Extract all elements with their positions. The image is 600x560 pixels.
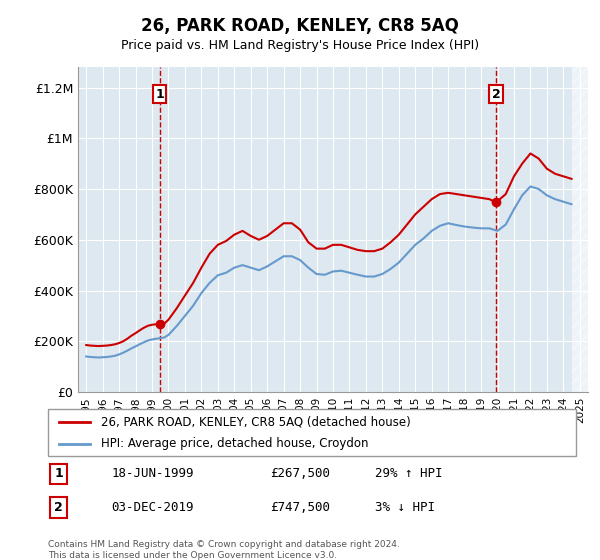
Text: 29% ↑ HPI: 29% ↑ HPI [376,468,443,480]
Text: 2: 2 [54,501,63,514]
Text: 26, PARK ROAD, KENLEY, CR8 5AQ: 26, PARK ROAD, KENLEY, CR8 5AQ [141,17,459,35]
Text: 18-JUN-1999: 18-JUN-1999 [112,468,194,480]
Text: 3% ↓ HPI: 3% ↓ HPI [376,501,436,514]
Text: Price paid vs. HM Land Registry's House Price Index (HPI): Price paid vs. HM Land Registry's House … [121,39,479,52]
Text: 03-DEC-2019: 03-DEC-2019 [112,501,194,514]
Text: 1: 1 [54,468,63,480]
FancyBboxPatch shape [48,409,576,456]
Text: Contains HM Land Registry data © Crown copyright and database right 2024.
This d: Contains HM Land Registry data © Crown c… [48,540,400,560]
Text: £267,500: £267,500 [270,468,330,480]
Text: HPI: Average price, detached house, Croydon: HPI: Average price, detached house, Croy… [101,437,368,450]
Text: 2: 2 [492,87,500,100]
Text: £747,500: £747,500 [270,501,330,514]
Text: 26, PARK ROAD, KENLEY, CR8 5AQ (detached house): 26, PARK ROAD, KENLEY, CR8 5AQ (detached… [101,415,410,428]
Text: 1: 1 [155,87,164,100]
Bar [572,67,588,392]
